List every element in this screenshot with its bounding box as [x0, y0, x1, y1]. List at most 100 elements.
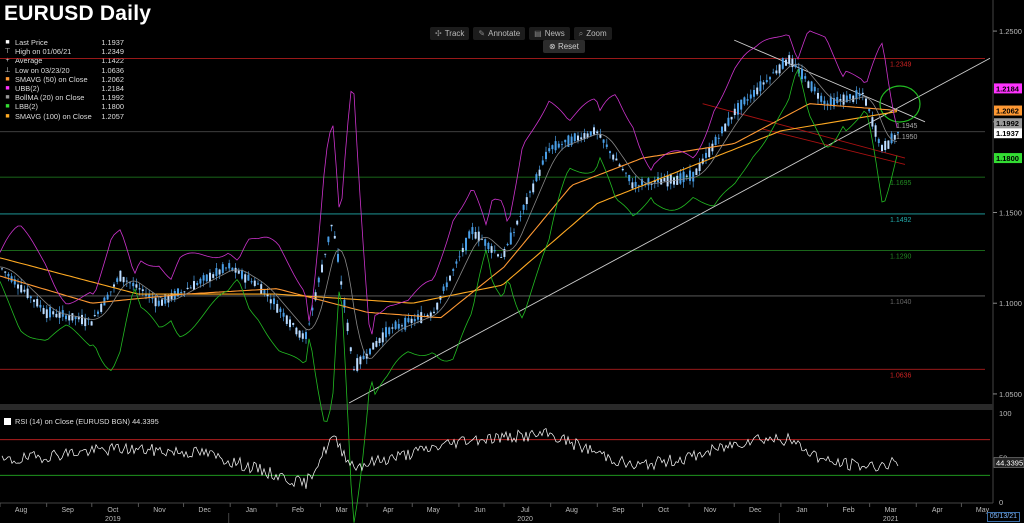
near-price-text: 1.1950: [896, 134, 918, 141]
legend-swatch: ■: [5, 85, 10, 93]
candle-body: [212, 274, 215, 278]
track-button[interactable]: ✣ Track: [430, 27, 470, 40]
candle-body: [381, 332, 384, 343]
legend-row: ⊤ High on 01/06/21 1.2349: [4, 47, 124, 56]
candle-body: [276, 303, 279, 313]
candle-body: [241, 270, 243, 279]
candle-body: [487, 242, 490, 250]
candle-body: [298, 330, 301, 338]
candle-body: [202, 275, 205, 281]
price-label-box: [994, 153, 1022, 164]
candle-body: [474, 232, 477, 239]
candle-body: [753, 89, 755, 97]
candle-body: [836, 97, 839, 103]
candle-body: [129, 282, 131, 284]
candle-body: [781, 58, 784, 69]
candle-body: [196, 282, 199, 285]
near-price-text: 1.1945: [896, 123, 918, 130]
candle-body: [161, 299, 163, 306]
candle-body: [810, 81, 813, 92]
candle-body: [84, 318, 87, 327]
legend-swatch: ■: [5, 94, 10, 102]
candle-body: [301, 333, 304, 339]
candle-body: [151, 298, 154, 300]
candle-body: [529, 191, 531, 193]
candle-body: [887, 140, 890, 149]
candle-body: [772, 72, 775, 74]
candle-body: [183, 291, 186, 293]
candle-body: [596, 131, 599, 134]
candle-body: [23, 289, 26, 292]
x-tick-label: Feb: [292, 507, 304, 514]
candle-body: [199, 278, 202, 284]
candle-body: [237, 270, 240, 274]
candle-body: [7, 273, 10, 277]
candle-body: [791, 58, 794, 68]
candle-body: [221, 264, 224, 273]
bollma-line: [0, 63, 898, 359]
legend-label: High on 01/06/21: [15, 47, 72, 57]
zoom-button[interactable]: ⌕ Zoom: [573, 27, 612, 40]
candle-body: [586, 133, 589, 138]
candle-body: [794, 64, 797, 67]
candle-body: [641, 179, 643, 186]
legend-label: Last Price: [15, 38, 48, 47]
candle-body: [535, 174, 538, 182]
price-label-box: [994, 128, 1022, 139]
legend-value: 1.0636: [101, 65, 124, 75]
candle-body: [394, 321, 397, 329]
legend-row: ■ BollMA (20) on Close 1.1992: [4, 93, 124, 102]
candle-body: [615, 158, 618, 161]
candle-body: [826, 103, 829, 106]
candle-body: [17, 284, 19, 289]
date-stamp: 05/13/21: [986, 512, 1020, 522]
legend-row: ■ UBB(2) 1.2184: [4, 84, 124, 93]
legend-value: 1.1422: [101, 56, 124, 66]
candle-body: [157, 300, 160, 306]
candle-body: [391, 327, 394, 329]
candle-body: [695, 168, 698, 176]
candle-body: [577, 135, 579, 141]
x-tick-label: May: [976, 507, 990, 514]
candle-body: [625, 172, 627, 174]
candle-body: [727, 117, 730, 126]
channel-upper-line: [702, 103, 906, 159]
news-button[interactable]: ▤ News: [529, 27, 570, 40]
crosshair-icon: ✣: [435, 29, 442, 38]
candle-body: [93, 315, 96, 317]
candle-body: [865, 98, 867, 106]
time-axis-bg: [0, 503, 1024, 523]
candle-body: [628, 174, 631, 182]
candle-body: [516, 220, 519, 225]
candle-body: [634, 181, 637, 187]
reset-button[interactable]: ⊗ Reset: [543, 40, 585, 53]
rsi-value-box: [993, 457, 1024, 468]
candle-body: [538, 169, 541, 176]
legend-row: ■ Last Price 1.1937: [4, 38, 124, 47]
candle-body: [449, 275, 451, 281]
candle-body: [721, 126, 723, 134]
candle-body: [807, 81, 810, 88]
rsi-legend: RSI (14) on Close (EURUSD BGN) 44.3395: [4, 417, 159, 426]
candle-body: [823, 100, 826, 104]
track-label: Track: [444, 29, 465, 38]
candle-body: [177, 288, 179, 297]
candle-body: [458, 256, 461, 258]
reset-icon: ⊗: [549, 42, 556, 51]
candle-body: [637, 185, 640, 187]
legend-value: 1.2057: [101, 111, 124, 121]
candle-body: [109, 291, 112, 293]
x-tick-label: Jul: [521, 507, 530, 514]
price-label-text: 1.1992: [996, 119, 1019, 128]
candle-body: [839, 99, 842, 101]
candle-body: [618, 164, 621, 167]
candle-body: [570, 136, 573, 146]
ubb-line: [0, 30, 898, 335]
candle-body: [359, 356, 362, 365]
candle-body: [733, 108, 736, 116]
candle-body: [52, 311, 55, 315]
candle-body: [477, 231, 480, 242]
candle-body: [583, 133, 586, 139]
candle-body: [541, 160, 544, 165]
annotate-button[interactable]: ✎ Annotate: [473, 27, 526, 40]
